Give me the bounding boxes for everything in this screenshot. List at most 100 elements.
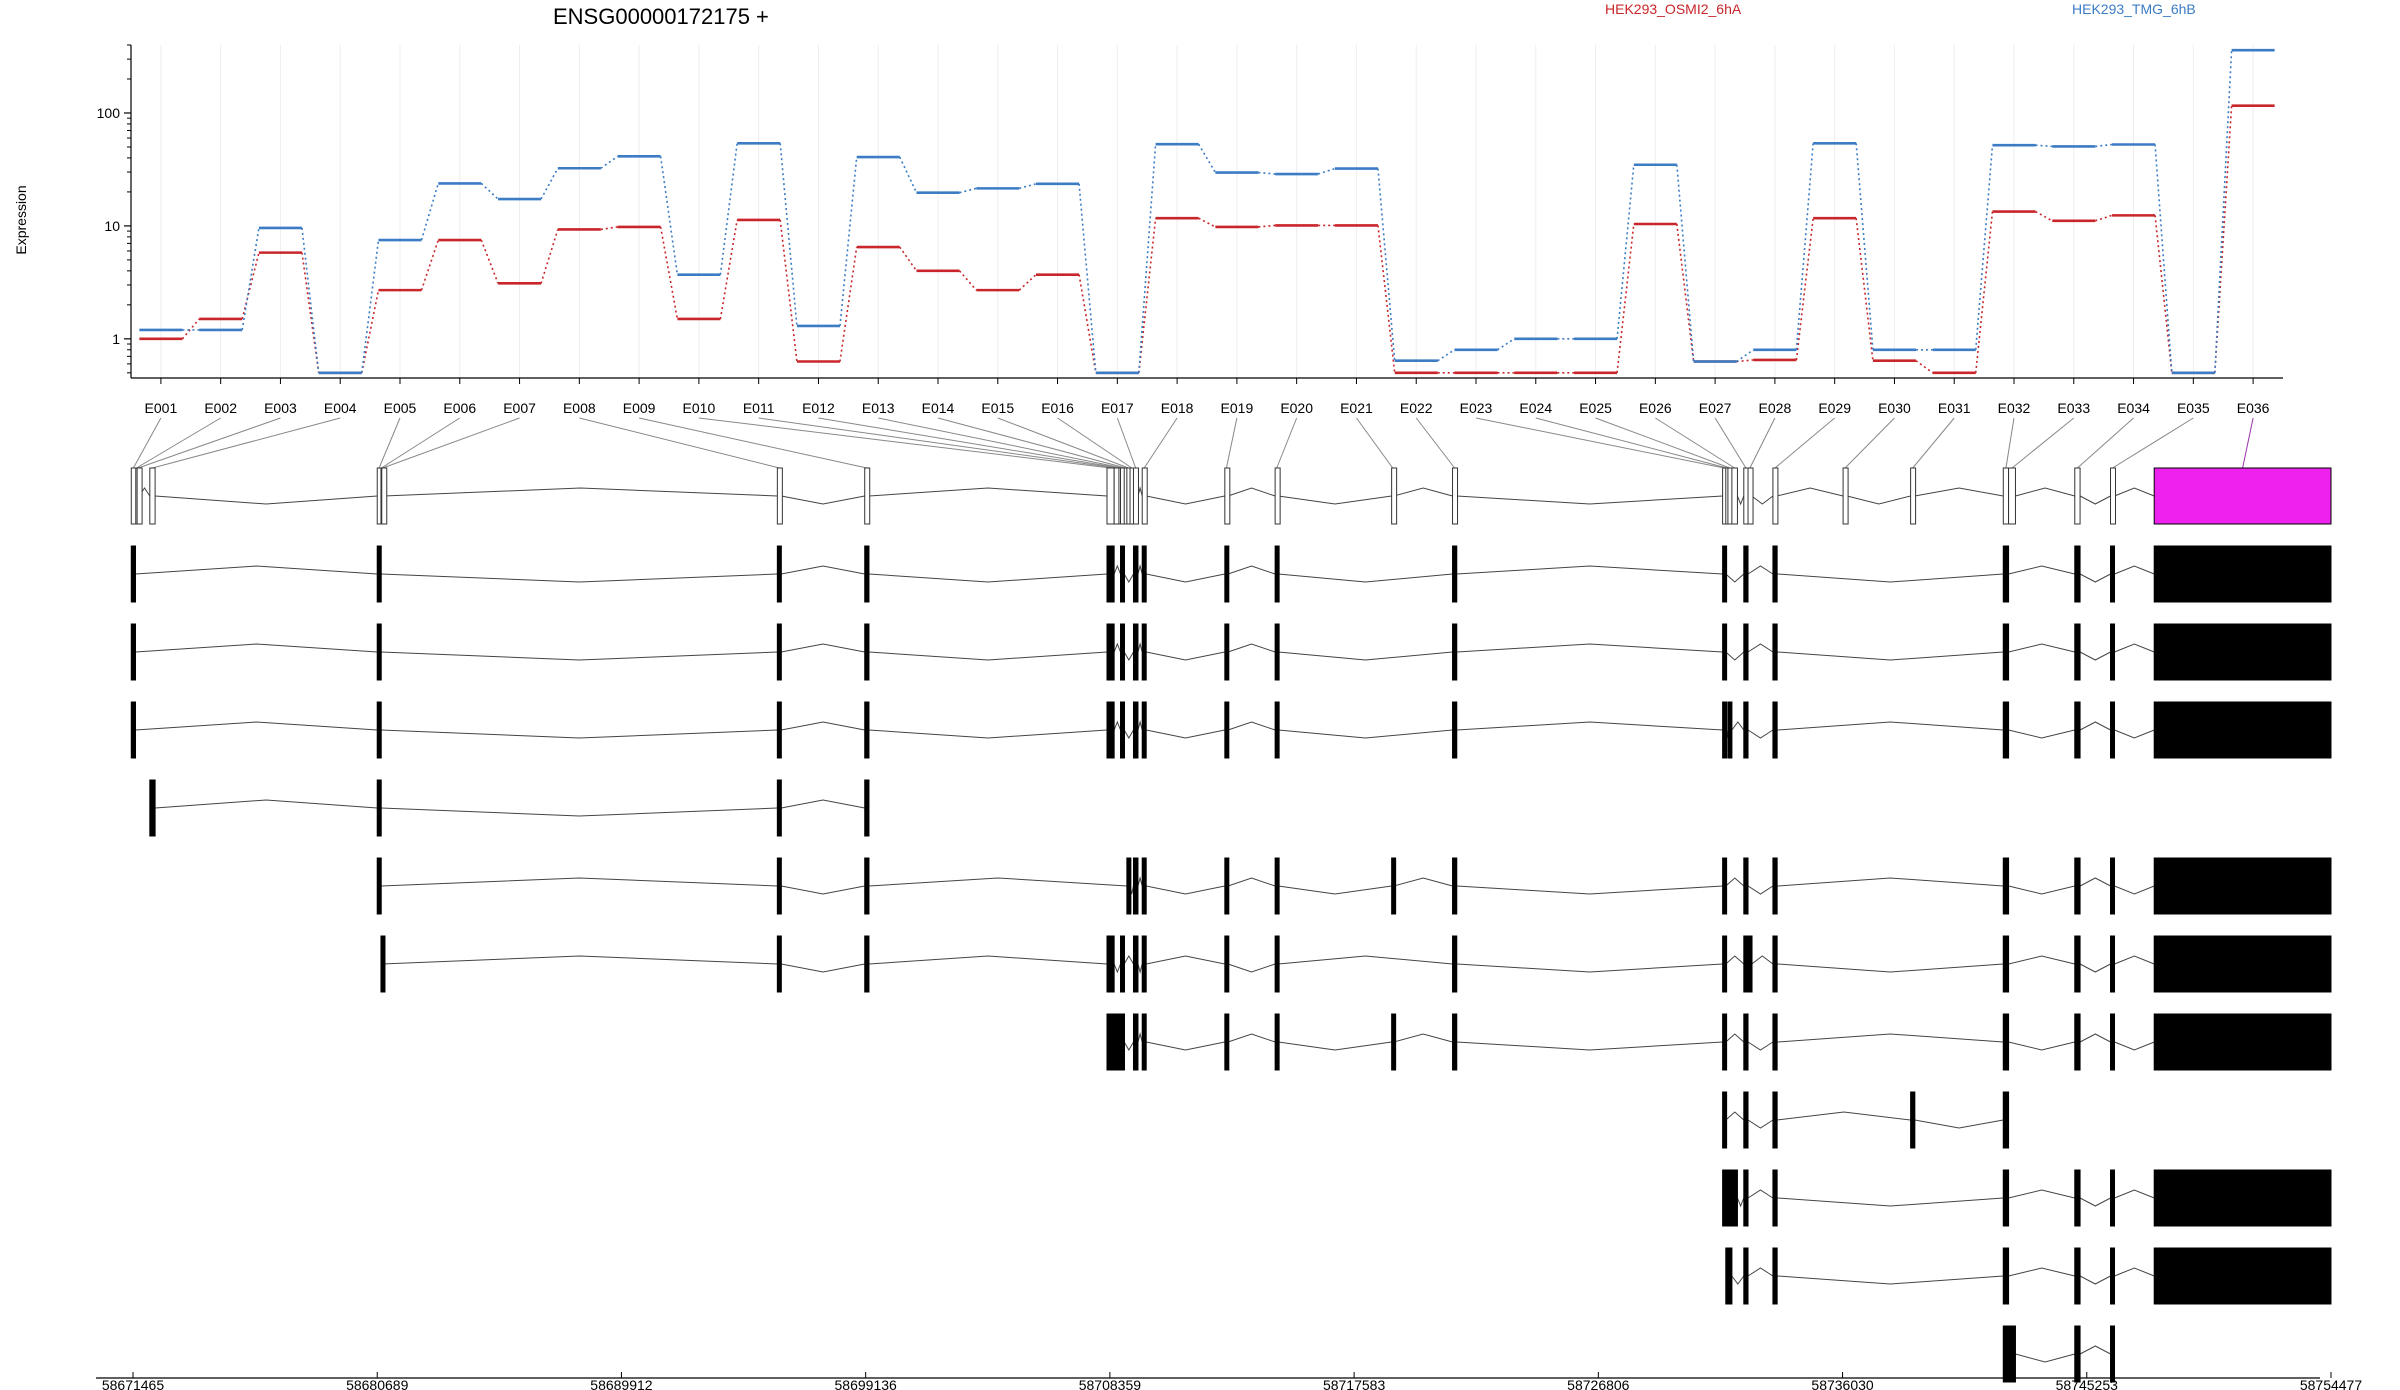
exon-block: [1722, 1013, 1728, 1071]
connector-e006: [381, 417, 461, 469]
exon-label-e008: E008: [563, 400, 596, 416]
exon-block: [2153, 467, 2332, 525]
exon-block: [1224, 857, 1230, 915]
series-transition: [360, 239, 380, 373]
exon-block: [2153, 701, 2332, 759]
intron-line: [1456, 643, 1723, 653]
intron-line: [380, 573, 778, 583]
exon-block: [1224, 623, 1230, 681]
series-transition: [1078, 183, 1097, 373]
exon-block: [1391, 467, 1398, 525]
intron-line: [2114, 1041, 2155, 1051]
connector-e018: [1143, 417, 1178, 469]
intron-line: [1777, 1275, 2004, 1285]
exon-label-e035: E035: [2177, 400, 2210, 416]
intron-line: [1747, 565, 1774, 575]
exon-block: [1743, 701, 1749, 759]
exon-block: [130, 623, 137, 681]
series-transition: [719, 219, 738, 320]
intron-line: [2079, 495, 2111, 505]
intron-line: [2079, 721, 2111, 731]
series-transition: [659, 156, 679, 275]
exon-block: [2002, 1325, 2010, 1383]
exon-block: [1772, 935, 1778, 993]
intron-line: [2079, 1275, 2111, 1285]
connector-e002: [136, 417, 221, 469]
exon-label-e012: E012: [802, 400, 835, 416]
exon-block: [2002, 701, 2010, 759]
intron-line: [1747, 885, 1774, 895]
intron-line: [1278, 955, 1453, 965]
connector-e012: [818, 417, 1120, 469]
intron-line: [1227, 487, 1276, 497]
intron-line: [1725, 651, 1745, 661]
exon-block: [1772, 545, 1778, 603]
exon-block: [2153, 1013, 2332, 1071]
intron-line: [2079, 963, 2111, 973]
transcript-row-10: [1725, 1247, 2332, 1305]
exon-block: [2074, 545, 2081, 603]
exon-block: [1772, 1013, 1778, 1071]
connector-e001: [132, 417, 162, 469]
intron-line: [1137, 720, 1143, 731]
exon-block: [136, 467, 143, 525]
intron-line: [2008, 643, 2075, 653]
intron-line: [1113, 963, 1121, 974]
exon-label-e005: E005: [384, 400, 417, 416]
intron-line: [1146, 729, 1225, 739]
genomic-coordinate-axis: 58671465 58680689 58689912 58699136 58708359…: [96, 1372, 2362, 1390]
series-transition: [1616, 223, 1635, 373]
connector-e021: [1356, 417, 1394, 469]
intron-line: [1113, 720, 1121, 731]
intron-line: [2114, 1189, 2155, 1199]
intron-line: [380, 651, 778, 661]
intron-line: [1146, 955, 1225, 965]
intron-line: [1777, 721, 2004, 731]
exon-label-e019: E019: [1221, 400, 1254, 416]
exon-block: [1772, 1169, 1778, 1227]
series-transition: [1855, 218, 1874, 361]
exon-label-e002: E002: [204, 400, 237, 416]
exon-block: [1224, 1013, 1230, 1071]
intron-line: [383, 487, 778, 497]
transcript-models: [130, 467, 2332, 1383]
exon-label-e013: E013: [862, 400, 895, 416]
exon-block: [2110, 467, 2117, 525]
connector-e014: [937, 417, 1126, 469]
exon-block: [864, 467, 871, 525]
exon-block: [1141, 1013, 1147, 1071]
intron-line: [1278, 885, 1392, 895]
series-transition: [1437, 349, 1455, 362]
exon-block: [1132, 857, 1139, 915]
exon-block: [1141, 467, 1148, 525]
exon-block: [1452, 467, 1459, 525]
coordinate-label: 58726806: [1567, 1377, 1630, 1390]
exon-block: [776, 467, 783, 525]
coordinate-label: 58745253: [2056, 1377, 2119, 1390]
intron-line: [1123, 573, 1134, 583]
intron-line: [781, 721, 865, 731]
series-transition: [2035, 144, 2053, 148]
exon-block: [1722, 1091, 1728, 1149]
exon-block: [1743, 1091, 1749, 1149]
coordinate-label: 58754477: [2300, 1377, 2363, 1390]
intron-line: [2008, 885, 2075, 895]
intron-line: [155, 799, 378, 809]
exon-label-e001: E001: [145, 400, 178, 416]
vertical-gridlines: [160, 45, 2254, 378]
intron-line: [868, 729, 1108, 739]
exon-block: [2110, 935, 2116, 993]
exon-block: [2110, 545, 2116, 603]
intron-line: [1278, 651, 1453, 661]
intron-line: [1278, 729, 1453, 739]
series-transition: [1974, 145, 1994, 350]
series-transition: [1377, 168, 1396, 361]
exon-label-e025: E025: [1579, 400, 1612, 416]
intron-line: [1725, 955, 1745, 965]
exon-block: [376, 857, 382, 915]
exon-connector-lines: [132, 417, 2254, 469]
exon-block: [1106, 1013, 1115, 1071]
intron-line: [781, 643, 865, 653]
exon-block: [2110, 1247, 2116, 1305]
intron-line: [2114, 565, 2155, 575]
